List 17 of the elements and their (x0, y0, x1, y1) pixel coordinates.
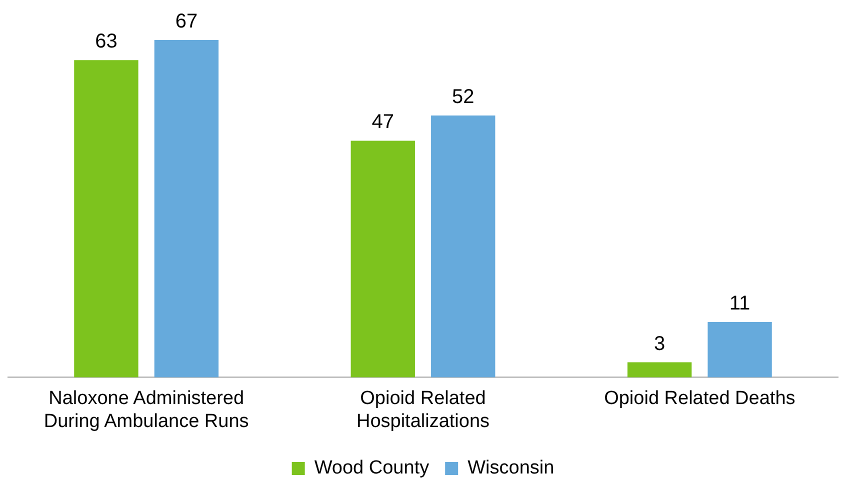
legend-label: Wisconsin (468, 458, 554, 479)
x-tick-label: Naloxone Administered During Ambulance Runs (44, 388, 249, 432)
data-label: 11 (729, 292, 750, 315)
data-label: 52 (452, 86, 474, 108)
bar (708, 322, 772, 378)
x-tick-label: Opioid Related Hospitalizations (356, 388, 490, 432)
bar (154, 40, 219, 378)
bar (350, 140, 415, 378)
bar (74, 60, 138, 378)
data-label: 47 (372, 111, 394, 134)
data-label: 3 (654, 332, 666, 355)
legend-label: Wood County (314, 458, 430, 479)
x-tick-label: Opioid Related Deaths (604, 388, 796, 410)
data-label: 67 (175, 10, 198, 33)
bar (627, 362, 692, 378)
data-label: 63 (95, 30, 118, 53)
bar (431, 116, 496, 378)
